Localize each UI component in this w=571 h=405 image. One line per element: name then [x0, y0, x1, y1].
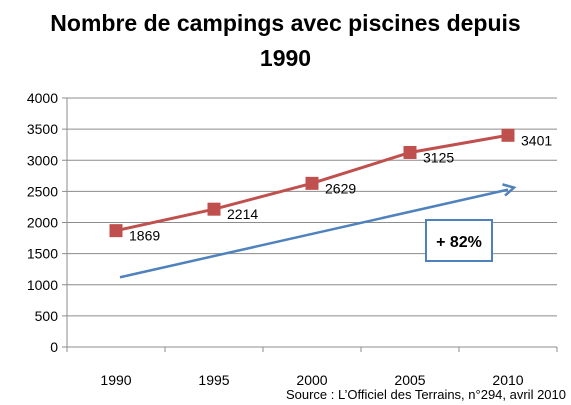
trend-arrow — [119, 188, 509, 279]
y-tick-label: 2000 — [27, 215, 58, 231]
annotation: + 82% — [119, 183, 517, 279]
data-label: 3401 — [521, 132, 552, 148]
y-tick-label: 500 — [35, 308, 59, 324]
annotation-box — [425, 219, 493, 262]
chart-title-line1: Nombre de campings avec piscines depuis — [50, 10, 521, 36]
data-point — [501, 128, 515, 142]
y-tick-label: 3500 — [27, 121, 58, 137]
y-tick-label: 0 — [50, 339, 58, 355]
annotation-label: + 82% — [436, 234, 482, 251]
data-labels: 1869 2214 2629 3125 3401 — [129, 132, 552, 243]
source-note: Source : L’Officiel des Terrains, n°294,… — [286, 387, 566, 402]
y-tick-label: 2500 — [27, 183, 58, 199]
data-point — [109, 224, 123, 238]
data-point — [403, 145, 417, 159]
data-label: 2214 — [227, 206, 258, 222]
y-tick-label: 4000 — [27, 90, 58, 106]
chart-title-line2: 1990 — [259, 45, 312, 71]
y-tick-label: 3000 — [27, 152, 58, 168]
x-tick-label: 2010 — [492, 372, 523, 388]
data-point — [305, 176, 319, 190]
y-tick-label: 1000 — [27, 277, 58, 293]
data-label: 1869 — [129, 228, 160, 244]
data-point — [207, 202, 221, 216]
series — [109, 128, 515, 238]
x-tick-label: 1990 — [100, 372, 131, 388]
data-label: 3125 — [423, 149, 454, 165]
gridlines — [67, 97, 557, 317]
trend-arrow-head — [502, 183, 517, 197]
axes: 0 500 1000 1500 2000 2500 3000 3500 4000 1990 1995… — [27, 90, 558, 388]
x-tick-label: 1995 — [198, 372, 229, 388]
x-tick-label: 2005 — [394, 372, 425, 388]
chart-title: Nombre de campings avec piscines depuis … — [0, 6, 571, 76]
x-tick-label: 2000 — [296, 372, 327, 388]
data-label: 2629 — [325, 180, 356, 196]
y-tick-label: 1500 — [27, 246, 58, 262]
